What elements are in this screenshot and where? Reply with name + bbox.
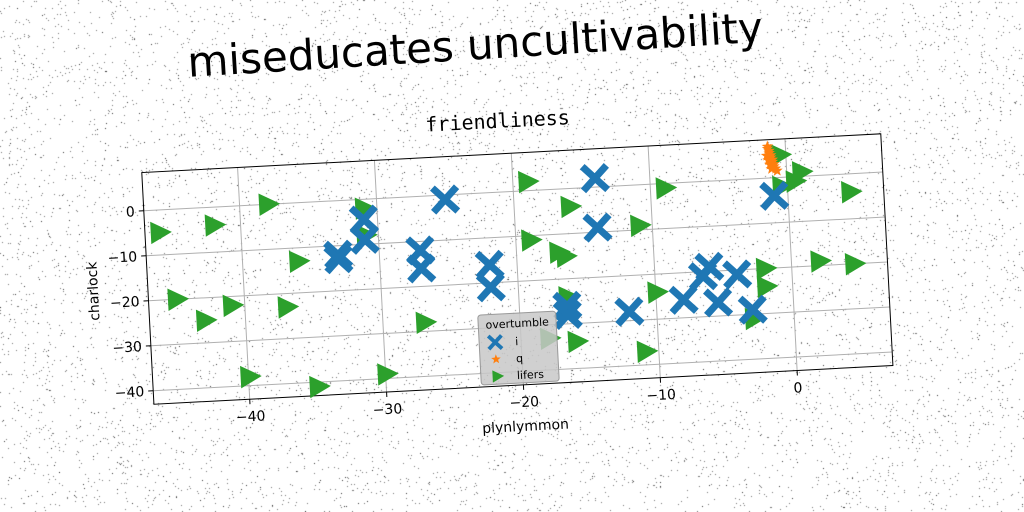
point-lifers [258, 193, 281, 216]
point-lifers [755, 257, 778, 281]
point-lifers [560, 195, 583, 219]
x-tick-label: −30 [372, 401, 402, 419]
legend-label-lifers: lifers [517, 368, 545, 382]
point-i [474, 249, 505, 280]
point-i [579, 163, 610, 194]
point-lifers [415, 311, 438, 335]
point-lifers [810, 250, 833, 273]
point-q [765, 162, 778, 174]
point-lifers [844, 253, 867, 276]
point-i [475, 272, 506, 303]
point-i [759, 180, 790, 211]
point-lifers [647, 281, 669, 304]
y-axis-label: charlock [84, 260, 103, 321]
legend-title: overtumble [485, 315, 549, 331]
point-lifers [377, 363, 399, 386]
legend-markers [486, 334, 505, 383]
point-lifers [195, 309, 218, 333]
point-lifers [277, 296, 300, 319]
x-tick-label: 0 [793, 380, 803, 396]
x-tick-label: −20 [509, 394, 539, 412]
point-lifers [756, 275, 779, 299]
point-i [703, 287, 734, 318]
legend-label-q: q [516, 352, 524, 365]
point-lifers [791, 161, 814, 184]
point-i [349, 224, 380, 255]
point-i [552, 299, 583, 330]
point-lifers [636, 340, 659, 364]
y-tick-label: −30 [112, 339, 142, 357]
legend-label-i: i [515, 335, 519, 348]
point-lifers [288, 250, 311, 273]
x-tick-label: −10 [646, 387, 676, 405]
point-lifers [556, 245, 578, 269]
data-points [150, 140, 867, 399]
point-lifers [655, 177, 678, 200]
point-lifers [309, 375, 331, 399]
point-q [768, 160, 780, 172]
y-tick-label: −10 [107, 249, 137, 267]
legend-box [477, 310, 560, 386]
point-lifers [240, 365, 262, 389]
legend: overtumble i q lifers [477, 310, 560, 386]
y-tick-label: 0 [126, 204, 136, 220]
point-i [668, 284, 699, 315]
grid-line-x [237, 167, 251, 400]
point-i [430, 184, 461, 215]
point-i [737, 294, 768, 325]
point-i [614, 296, 645, 327]
point-i [406, 253, 437, 284]
legend-marker-q [491, 354, 501, 364]
axis-ticks: −40 −30 −20 −10 0 0 −10 −20 −30 −40 [107, 204, 803, 426]
x-axis-label: plynlymmon [482, 417, 570, 438]
point-lifers [630, 214, 652, 238]
point-i [694, 251, 725, 282]
grid-line-x [373, 160, 388, 393]
point-lifers [150, 221, 172, 245]
chart-svg: friendliness −40 −30 −20 −10 0 0 −10 −20 −30−40 … [84, 105, 894, 438]
point-lifers [167, 288, 190, 311]
legend-marker-i [486, 334, 504, 351]
grid-line-y [146, 216, 886, 257]
y-tick-label: −40 [114, 384, 144, 402]
point-i [582, 212, 613, 243]
scatter-chart: friendliness −40 −30 −20 −10 0 0 −10 −20 −30 −40 … [75, 81, 923, 484]
legend-marker-lifers [492, 370, 505, 383]
point-i [323, 244, 354, 275]
point-lifers [567, 330, 590, 354]
point-lifers [521, 229, 543, 252]
point-lifers [517, 170, 540, 194]
point-lifers [841, 181, 863, 204]
point-i [552, 290, 583, 321]
point-lifers [204, 214, 227, 237]
x-tick-label: −40 [235, 408, 265, 426]
point-i [722, 259, 753, 290]
y-tick-label: −20 [110, 294, 140, 312]
point-lifers [222, 294, 245, 318]
chart-title: friendliness [425, 105, 571, 137]
